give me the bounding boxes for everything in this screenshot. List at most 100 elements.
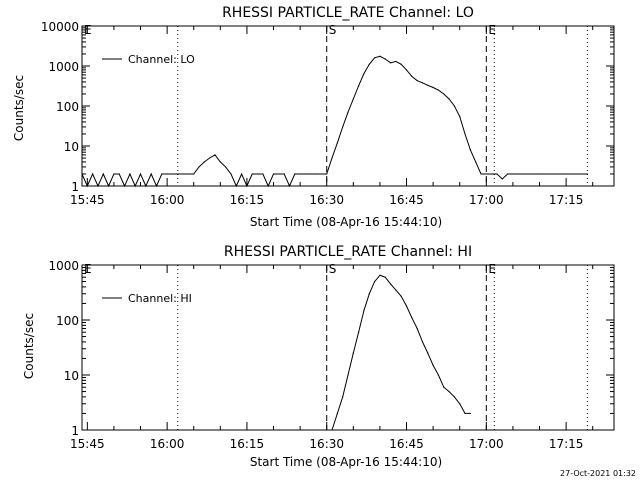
data-point: [352, 352, 354, 354]
plot-frame-lo: [81, 25, 615, 187]
footer-timestamp: 27-Oct-2021 01:32: [560, 469, 636, 478]
data-point: [272, 173, 275, 175]
data-point: [198, 166, 200, 168]
data-point: [374, 57, 376, 59]
data-point: [294, 173, 296, 175]
y-ticks-lo: 1 10 100 1000 10000: [41, 20, 614, 194]
data-point: [416, 327, 418, 330]
data-point: [97, 185, 99, 187]
data-point: [342, 396, 344, 398]
data-point: [405, 305, 408, 307]
data-point: [230, 173, 232, 175]
data-point: [400, 63, 402, 65]
data-point: [443, 93, 445, 95]
chart-title-lo: RHESSI PARTICLE_RATE Channel: LO: [222, 5, 474, 21]
data-point: [92, 173, 94, 175]
data-point: [507, 173, 509, 175]
data-point: [432, 364, 434, 366]
x-ticks-lo: 15:45 16:00 16:15 16:30 16:45 17:00 17:15: [70, 26, 594, 207]
data-point: [491, 173, 493, 175]
data-point: [288, 185, 291, 187]
data-point: [363, 72, 365, 75]
legend-label-lo: Channel: LO: [128, 53, 195, 66]
data-point: [416, 80, 418, 82]
data-point: [389, 283, 392, 285]
data-point: [432, 86, 434, 89]
data-point: [437, 89, 440, 91]
data-point: [459, 115, 461, 117]
data-point: [214, 154, 216, 156]
data-point: [501, 178, 503, 180]
x-axis-label-lo: Start Time (08-Apr-16 15:44:10): [250, 215, 442, 229]
data-point: [246, 185, 248, 187]
x-tick-label-1: 16:00: [150, 193, 185, 207]
data-point: [256, 173, 259, 175]
data-point: [193, 173, 195, 175]
data-point: [496, 173, 498, 175]
y-tick-label-3: 1000: [48, 259, 79, 273]
data-point: [485, 173, 487, 175]
time-marker-label-3: E: [488, 262, 496, 276]
data-point: [384, 58, 386, 60]
data-point: [139, 173, 142, 175]
data-point: [81, 173, 83, 175]
data-point: [464, 133, 466, 135]
y-tick-label-0: 1: [71, 180, 79, 194]
legend-lo: Channel: LO: [102, 53, 195, 66]
data-point: [427, 352, 429, 354]
data-point: [177, 173, 179, 175]
data-point: [538, 173, 541, 175]
data-point: [161, 173, 163, 175]
data-point: [363, 309, 365, 311]
data-point: [203, 161, 205, 163]
plot-frame-hi: [81, 264, 615, 431]
data-point: [342, 126, 344, 128]
data-point: [123, 185, 126, 187]
legend-hi: Channel: HI: [102, 292, 192, 305]
data-point: [331, 429, 333, 431]
data-point: [395, 60, 397, 63]
x-ticks-hi: 15:45 16:00 16:15 16:30 16:45 17:00 17:15: [70, 265, 594, 451]
data-point: [517, 173, 519, 175]
series-hi: [331, 274, 471, 431]
data-point: [299, 173, 301, 175]
data-point: [304, 173, 307, 175]
x-tick-label-5: 17:00: [469, 193, 504, 207]
x-tick-label-2: 16:15: [230, 193, 265, 207]
x-tick-label-3: 16:30: [309, 437, 344, 451]
data-point: [118, 173, 120, 175]
data-point: [379, 55, 381, 57]
data-point: [480, 173, 482, 175]
data-point: [448, 390, 450, 393]
data-point: [219, 161, 221, 163]
series-line-0: [81, 55, 588, 188]
data-point: [331, 157, 333, 159]
data-point: [145, 185, 147, 187]
data-point: [262, 173, 264, 175]
time-marker-label-2: S: [329, 262, 337, 276]
x-tick-label-4: 16:45: [389, 193, 424, 207]
data-point: [586, 173, 589, 175]
panel-lo: RHESSI PARTICLE_RATE Channel: LO Counts/…: [12, 5, 615, 229]
data-point: [336, 412, 338, 415]
data-point: [565, 173, 567, 175]
data-point: [421, 341, 424, 343]
data-point: [379, 274, 381, 276]
data-point: [453, 105, 455, 107]
time-markers-hi: ESE: [81, 262, 588, 430]
legend-label-hi: Channel: HI: [128, 292, 192, 305]
data-point: [155, 185, 158, 187]
data-point: [421, 82, 424, 84]
data-point: [235, 185, 237, 187]
data-point: [134, 185, 136, 187]
data-point: [358, 331, 360, 333]
data-point: [459, 403, 461, 405]
y-tick-label-2: 100: [56, 314, 79, 328]
y-tick-label-4: 10000: [41, 20, 79, 34]
time-markers-lo: ESE: [81, 23, 588, 186]
x-tick-label-0: 15:45: [70, 193, 105, 207]
y-tick-label-0: 1: [71, 424, 79, 438]
data-point: [113, 173, 115, 175]
data-point: [405, 69, 408, 71]
